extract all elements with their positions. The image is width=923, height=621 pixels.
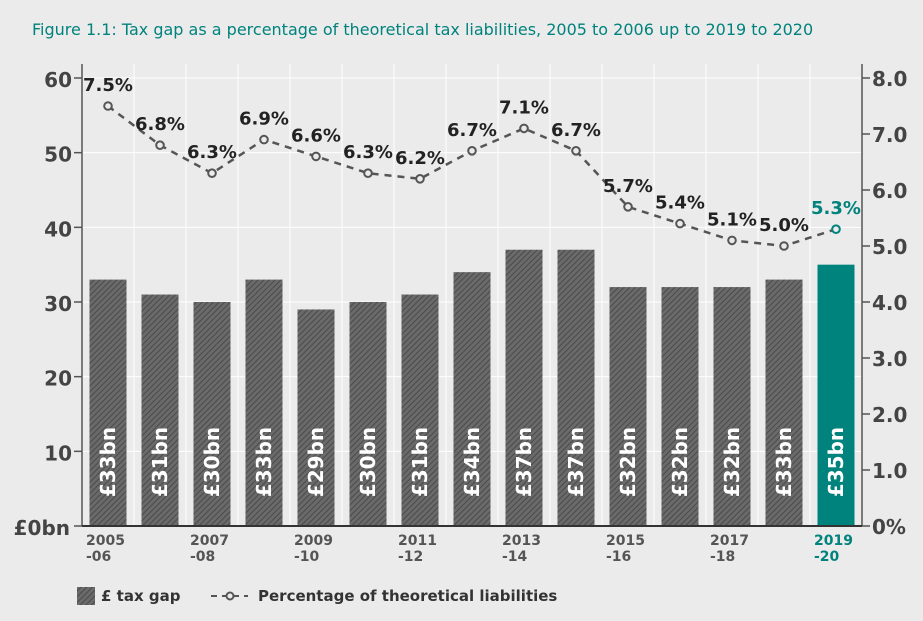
line-point — [207, 168, 217, 178]
y-right-tick-label: 8.0 — [872, 67, 907, 91]
bar-value-label: £33bn — [772, 427, 796, 497]
y-right-tick-label: 3.0 — [872, 347, 907, 371]
y-left-tick-label: 30 — [44, 292, 72, 316]
y-left-tick-label: £0bn — [14, 516, 70, 540]
line-value-label: 5.0% — [759, 215, 809, 236]
bar-value-label: £35bn — [824, 427, 848, 497]
line-value-label: 6.3% — [187, 142, 237, 163]
line-value-label: 5.4% — [655, 193, 705, 214]
x-tick-label-sub: -14 — [502, 549, 528, 565]
x-tick-label: 2007 — [190, 533, 229, 549]
bar-value-label: £31bn — [408, 427, 432, 497]
bar — [713, 287, 751, 526]
x-tick-label-sub: -12 — [398, 549, 423, 565]
line-value-label: 6.6% — [291, 125, 341, 146]
line-point — [519, 123, 529, 134]
bar — [661, 287, 699, 526]
line-value-label: 6.9% — [239, 109, 289, 130]
line-value-label: 6.7% — [447, 120, 497, 141]
line-point — [831, 224, 841, 234]
y-left-tick-label: 40 — [44, 217, 72, 241]
line-value-label: 7.1% — [499, 97, 549, 118]
line-value-label: 7.5% — [83, 75, 133, 96]
y-left-tick-label: 50 — [44, 143, 72, 167]
chart-title: Figure 1.1: Tax gap as a percentage of t… — [32, 20, 814, 39]
y-left-tick-label: 10 — [44, 441, 72, 465]
bar-value-label: £32bn — [720, 427, 744, 497]
line-value-label: 6.3% — [343, 142, 393, 163]
x-tick-label-sub: -20 — [814, 549, 840, 565]
line-value-label: 6.2% — [395, 148, 445, 169]
x-tick-label: 2019 — [814, 533, 853, 549]
y-right-tick-label: 5.0 — [872, 235, 907, 259]
bar — [505, 249, 543, 526]
y-right-tick-label: 1.0 — [872, 459, 907, 483]
line-point — [363, 168, 373, 178]
bar — [401, 294, 439, 526]
bar — [817, 264, 855, 526]
bar — [245, 279, 283, 526]
bar — [141, 294, 179, 526]
x-tick-label: 2015 — [606, 533, 645, 549]
x-tick-label-sub: -10 — [294, 549, 320, 565]
y-left-tick-label: 60 — [44, 68, 72, 92]
line-point — [779, 241, 789, 251]
y-left-tick-label: 20 — [44, 367, 72, 391]
x-tick-label: 2009 — [294, 533, 333, 549]
bar-value-label: £30bn — [200, 427, 224, 497]
x-tick-label-sub: -18 — [710, 549, 735, 565]
bar — [453, 272, 491, 526]
bar-value-label: £33bn — [252, 427, 276, 497]
bar — [557, 249, 595, 526]
bar-value-label: £30bn — [356, 427, 380, 497]
x-tick-label: 2013 — [502, 533, 541, 549]
x-tick-label-sub: -16 — [606, 549, 631, 565]
x-tick-label-sub: -06 — [86, 549, 111, 565]
bar — [297, 309, 335, 526]
bar-value-label: £34bn — [460, 427, 484, 497]
legend-line-marker — [225, 591, 235, 601]
line-point — [675, 218, 685, 229]
y-right-tick-label: 6.0 — [872, 179, 907, 203]
line-point — [467, 146, 477, 156]
line-point — [623, 202, 633, 212]
bar — [89, 279, 127, 526]
line-point — [415, 174, 425, 184]
y-right-tick-label: 2.0 — [872, 403, 907, 427]
line-point — [311, 151, 321, 162]
bar-value-label: £37bn — [564, 427, 588, 497]
bar-value-label: £32bn — [616, 427, 640, 497]
bar-value-label: £37bn — [512, 427, 536, 497]
line-value-label: 5.7% — [603, 176, 653, 197]
y-right-tick-label: 7.0 — [872, 123, 907, 147]
line-value-label: 6.8% — [135, 114, 185, 135]
line-point — [103, 101, 113, 111]
bar — [349, 302, 387, 526]
bar-value-label: £32bn — [668, 427, 692, 497]
x-tick-label: 2017 — [710, 533, 749, 549]
line-value-label: 5.1% — [707, 209, 757, 230]
bar-value-label: £31bn — [148, 427, 172, 497]
line-value-label: 6.7% — [551, 120, 601, 141]
bar-value-label: £29bn — [304, 427, 328, 497]
legend-bar-label: £ tax gap — [101, 587, 181, 605]
legend-bar-swatch — [77, 587, 95, 605]
line-point — [727, 235, 737, 246]
line-value-label: 5.3% — [811, 198, 861, 219]
bar-value-label: £33bn — [96, 427, 120, 497]
bar — [609, 287, 647, 526]
bar — [765, 279, 803, 526]
line-point — [155, 140, 165, 150]
y-right-tick-label: 4.0 — [872, 291, 907, 315]
line-point — [259, 134, 269, 145]
line-point — [571, 146, 581, 156]
bar — [193, 302, 231, 526]
x-tick-label: 2011 — [398, 533, 437, 549]
x-tick-label-sub: -08 — [190, 549, 215, 565]
y-right-tick-label: 0% — [872, 515, 906, 539]
legend-line-label: Percentage of theoretical liabilities — [258, 587, 557, 605]
x-tick-label: 2005 — [86, 533, 125, 549]
